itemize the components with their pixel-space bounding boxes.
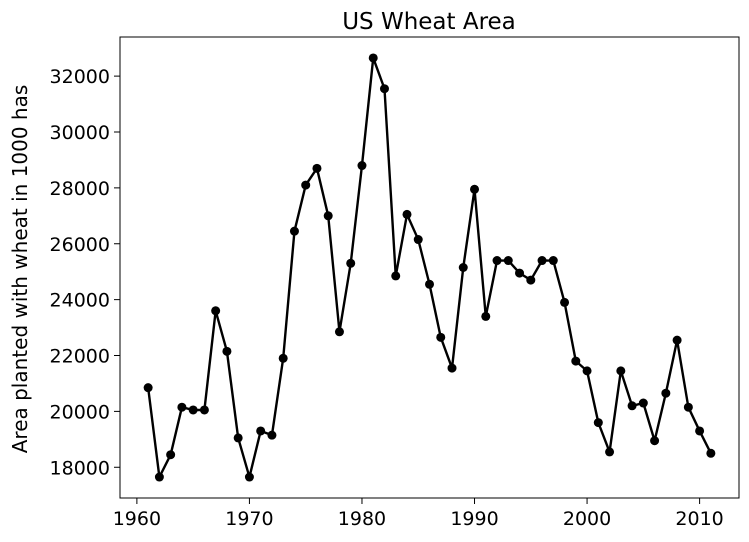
y-axis-label: Area planted with wheat in 1000 has <box>8 85 32 454</box>
data-point <box>616 366 626 376</box>
data-point <box>233 433 243 443</box>
x-tick-label: 1960 <box>113 508 161 530</box>
data-point <box>256 426 266 436</box>
data-point <box>593 418 603 428</box>
data-point <box>706 448 716 458</box>
data-point <box>436 332 446 342</box>
y-tick-label: 26000 <box>50 234 110 256</box>
data-point <box>188 405 198 415</box>
chart-title: US Wheat Area <box>342 9 516 35</box>
y-tick-label: 20000 <box>50 401 110 423</box>
y-tick-label: 28000 <box>50 178 110 200</box>
data-point <box>447 363 457 373</box>
x-tick-label: 1970 <box>225 508 273 530</box>
data-point <box>154 472 164 482</box>
data-point <box>537 256 547 266</box>
data-point <box>503 256 513 266</box>
data-point <box>177 402 187 412</box>
data-point <box>391 271 401 281</box>
data-point <box>346 258 356 268</box>
data-point <box>605 447 615 457</box>
data-point <box>413 235 423 245</box>
x-tick-label: 1990 <box>450 508 498 530</box>
data-point <box>244 472 254 482</box>
x-tick-label: 1980 <box>338 508 386 530</box>
data-point <box>650 436 660 446</box>
data-point <box>492 256 502 266</box>
data-point <box>379 84 389 94</box>
data-point <box>334 327 344 337</box>
data-point <box>166 450 176 460</box>
data-point <box>526 275 536 285</box>
x-tick-label: 2000 <box>563 508 611 530</box>
y-tick-label: 30000 <box>50 122 110 144</box>
data-point <box>470 184 480 194</box>
data-point <box>683 402 693 412</box>
data-point <box>267 430 277 440</box>
plot-frame <box>119 36 740 499</box>
data-point <box>199 405 209 415</box>
data-point <box>638 398 648 408</box>
data-point <box>312 163 322 173</box>
data-point <box>368 53 378 63</box>
data-point <box>143 383 153 393</box>
x-tick-label: 2010 <box>675 508 723 530</box>
data-point <box>278 353 288 363</box>
data-point <box>515 268 525 278</box>
data-point <box>301 180 311 190</box>
data-point <box>458 263 468 272</box>
data-point <box>425 279 434 289</box>
data-point <box>481 311 491 321</box>
y-tick-label: 22000 <box>50 346 110 368</box>
data-point <box>323 211 333 221</box>
data-point <box>672 335 682 345</box>
data-point <box>661 388 671 398</box>
y-tick-label: 18000 <box>50 457 110 479</box>
data-point <box>357 161 367 171</box>
y-tick-label: 24000 <box>50 290 110 312</box>
data-point <box>289 226 299 236</box>
data-point <box>571 356 581 366</box>
series-line <box>146 56 712 479</box>
data-point <box>695 426 705 436</box>
data-point <box>211 306 221 316</box>
data-point <box>222 346 232 356</box>
y-tick-label: 32000 <box>50 66 110 88</box>
data-point <box>560 297 570 307</box>
data-point <box>582 366 592 376</box>
data-point <box>627 401 637 411</box>
data-point <box>548 256 558 266</box>
data-point <box>402 209 412 219</box>
